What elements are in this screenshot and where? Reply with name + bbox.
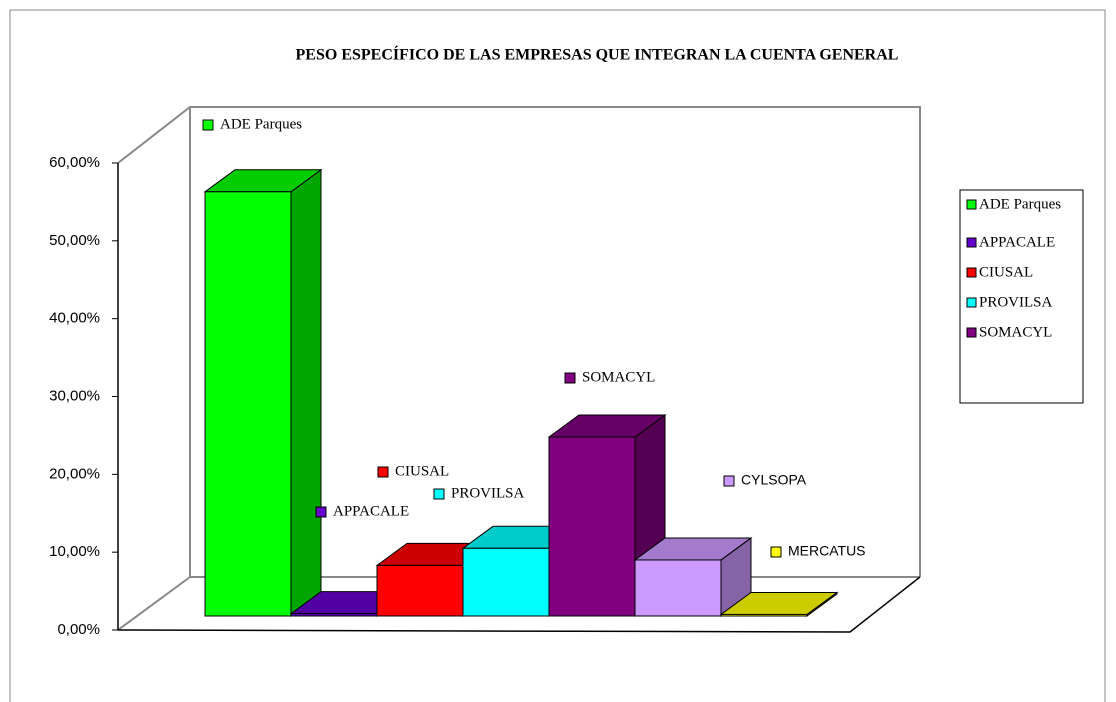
bar: [290, 613, 378, 617]
data-label-key: [770, 546, 782, 558]
legend-key: [966, 297, 977, 308]
data-label: PROVILSA: [451, 485, 525, 501]
legend-label: APPACALE: [979, 234, 1055, 250]
bar-side: [290, 168, 322, 617]
chart-border: [9, 9, 1106, 702]
legend-label: SOMACYL: [979, 324, 1052, 340]
y-tick-label: 30,00%: [49, 387, 100, 404]
legend-key: [966, 327, 977, 338]
bar: [462, 547, 550, 617]
legend-label: PROVILSA: [979, 294, 1053, 310]
data-label-key: [202, 119, 214, 131]
bar: [376, 564, 464, 617]
bar: [634, 559, 722, 617]
legend: [959, 189, 1084, 404]
data-label: ADE Parques: [220, 116, 302, 132]
data-label-key: [377, 466, 389, 478]
floor-front: [117, 576, 921, 633]
y-tick-label: 0,00%: [57, 621, 100, 638]
data-label: SOMACYL: [582, 369, 655, 385]
data-label: MERCATUS: [788, 543, 866, 559]
y-tick-label: 60,00%: [49, 154, 100, 171]
legend-key: [966, 267, 977, 278]
bar: [204, 191, 292, 617]
legend-key: [966, 199, 977, 210]
legend-key: [966, 237, 977, 248]
y-tick-label: 20,00%: [49, 465, 100, 482]
y-tick-label: 50,00%: [49, 232, 100, 249]
data-label-key: [564, 372, 576, 384]
floor-edge: [117, 576, 191, 631]
data-label-key: [433, 488, 445, 500]
data-label-key: [315, 506, 327, 518]
data-label: CIUSAL: [395, 463, 449, 479]
y-tick-label: 40,00%: [49, 310, 100, 327]
data-label: APPACALE: [333, 503, 409, 519]
legend-label: CIUSAL: [979, 264, 1033, 280]
bar: [720, 613, 808, 617]
data-label-key: [723, 475, 735, 487]
y-tick-label: 10,00%: [49, 543, 100, 560]
chart-title: PESO ESPECÍFICO DE LAS EMPRESAS QUE INTE…: [296, 45, 899, 64]
bar: [548, 436, 636, 617]
legend-label: ADE Parques: [979, 196, 1061, 212]
data-label: CYLSOPA: [741, 472, 807, 488]
back-wall: [117, 106, 921, 577]
